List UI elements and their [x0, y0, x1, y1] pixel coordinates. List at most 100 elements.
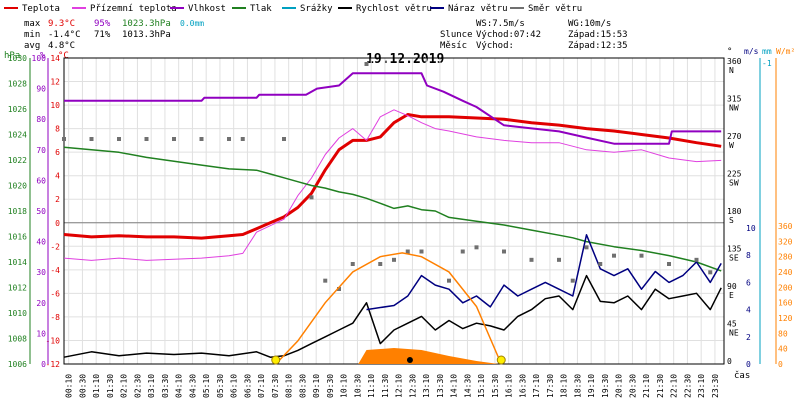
- solar-tick-label: 0: [778, 360, 783, 369]
- pressure-tick-label: 1028: [8, 80, 27, 89]
- direction-cardinal-label: SW: [729, 179, 739, 188]
- temp-tick-label: -12: [46, 360, 61, 369]
- direction-point: [337, 287, 341, 291]
- info-wind-gust: WG:10m/s: [568, 19, 611, 29]
- stats-max-hum: 95%: [94, 19, 111, 29]
- legend-label-smer-vetru: Směr větru: [528, 4, 582, 14]
- speed-tick-label: 6: [746, 278, 751, 287]
- x-tick-label: 11:30: [381, 374, 390, 398]
- x-tick-label: 06:10: [230, 374, 239, 398]
- x-tick-label: 16:10: [505, 374, 514, 398]
- direction-point: [502, 249, 506, 254]
- legend: Teplota Přízemní teplota Vlhkost Tlak Sr…: [4, 4, 582, 14]
- direction-tick-label: 45: [727, 320, 737, 329]
- x-tick-label: 11:10: [367, 374, 376, 398]
- x-tick-label: 02:10: [120, 374, 129, 398]
- stats-max-rain: 0.0mm: [180, 19, 204, 28]
- x-tick-label: 05:30: [216, 374, 225, 398]
- x-tick-label: 06:30: [243, 374, 252, 398]
- info-sunset: Západ:15:53: [568, 30, 628, 40]
- x-tick-label: 01:10: [92, 374, 101, 398]
- direction-cardinal-label: NW: [729, 104, 739, 113]
- x-tick-label: 04:30: [188, 374, 197, 398]
- direction-point: [474, 245, 479, 250]
- legend-label-tlak: Tlak: [250, 4, 272, 14]
- legend-label-rychlost-vetru: Rychlost větru: [356, 4, 432, 14]
- x-tick-label: 03:10: [147, 374, 156, 398]
- x-tick-label: 15:10: [477, 374, 486, 398]
- direction-tick-label: 0: [727, 357, 732, 366]
- direction-tick-label: 360: [727, 57, 742, 66]
- x-tick-label: 08:10: [285, 374, 294, 398]
- legend-label-teplota: Teplota: [22, 4, 60, 14]
- series-line-slunecni-zareni: [275, 252, 502, 365]
- x-tick-label: 18:10: [560, 374, 569, 398]
- x-tick-label: 17:30: [546, 374, 555, 398]
- direction-point: [392, 257, 396, 262]
- stats-min-label: min: [24, 30, 40, 40]
- legend-label-srazky: Srážky: [300, 4, 333, 14]
- direction-point: [529, 257, 534, 262]
- stats-max-temp: 9.3°C: [48, 19, 75, 29]
- direction-tick-label: 90: [727, 282, 737, 291]
- humidity-tick-label: 100: [32, 54, 47, 63]
- x-tick-label: 23:10: [697, 374, 706, 398]
- solar-tick-label: 160: [778, 299, 793, 308]
- x-tick-label: 22:10: [670, 374, 679, 398]
- temp-tick-label: -6: [50, 289, 60, 298]
- x-tick-label: 12:30: [408, 374, 417, 398]
- x-tick-label: 14:10: [450, 374, 459, 398]
- temp-tick-label: -4: [50, 266, 60, 275]
- direction-tick-label: 180: [727, 207, 742, 216]
- series-line-rychlost-vetru: [63, 274, 722, 358]
- direction-point: [639, 253, 644, 258]
- direction-point: [172, 137, 176, 141]
- solar-tick-label: 320: [778, 237, 793, 246]
- direction-point: [309, 195, 314, 200]
- info-moonrise: Východ:: [476, 41, 514, 51]
- info-sunrise: Východ:07:42: [476, 30, 541, 40]
- legend-label-vlhkost: Vlhkost: [188, 4, 226, 14]
- x-tick-label: 20:10: [615, 374, 624, 398]
- unit-label-mm: mm: [762, 47, 772, 56]
- humidity-tick-label: 40: [36, 238, 46, 247]
- direction-cardinal-label: NE: [729, 329, 739, 338]
- pressure-tick-label: 1006: [8, 360, 27, 369]
- temp-tick-label: 6: [55, 148, 60, 157]
- speed-tick-label: 2: [746, 333, 751, 342]
- unit-label-pct: %: [40, 51, 46, 61]
- direction-cardinal-label: E: [729, 291, 734, 300]
- x-tick-label: 17:10: [532, 374, 541, 398]
- stats-block: max 9.3°C 95% 1023.3hPa 0.0mm min -1.4°C…: [24, 19, 204, 51]
- direction-point: [708, 270, 713, 275]
- solar-tick-label: 240: [778, 268, 793, 277]
- rain-tick-label: -1: [762, 59, 772, 68]
- solar-tick-label: 80: [778, 329, 788, 338]
- direction-point: [62, 137, 66, 141]
- unit-label-ms: m/s: [744, 47, 759, 56]
- x-tick-label: 10:10: [340, 374, 349, 398]
- speed-tick-label: 0: [746, 360, 751, 369]
- x-tick-label: 00:30: [78, 374, 87, 398]
- stats-min-pres: 1013.3hPa: [122, 30, 171, 40]
- speed-tick-label: 8: [746, 251, 751, 260]
- direction-cardinal-label: W: [729, 141, 734, 150]
- x-tick-label: 19:30: [601, 374, 610, 398]
- direction-tick-label: 225: [727, 170, 742, 179]
- axes: 00:10 00:30 01:10 01:30 02:10 02:30 03:10 03:30…: [8, 54, 793, 398]
- info-sun-label: Slunce: [440, 30, 473, 40]
- x-tick-label: 10:30: [353, 374, 362, 398]
- info-block: WS:7.5m/s WG:10m/s Slunce Východ:07:42 Z…: [440, 19, 628, 51]
- solar-tick-label: 280: [778, 253, 793, 262]
- direction-cardinal-label: SE: [729, 254, 739, 263]
- stats-avg-temp: 4.8°C: [48, 41, 75, 51]
- speed-tick-label: 4: [746, 306, 751, 315]
- x-tick-label: 12:10: [395, 374, 404, 398]
- x-tick-label: 16:30: [518, 374, 527, 398]
- solar-area: [358, 348, 499, 364]
- pressure-tick-label: 1012: [8, 284, 27, 293]
- stats-avg-label: avg: [24, 41, 40, 51]
- series-line-prizemni-teplota: [63, 109, 722, 261]
